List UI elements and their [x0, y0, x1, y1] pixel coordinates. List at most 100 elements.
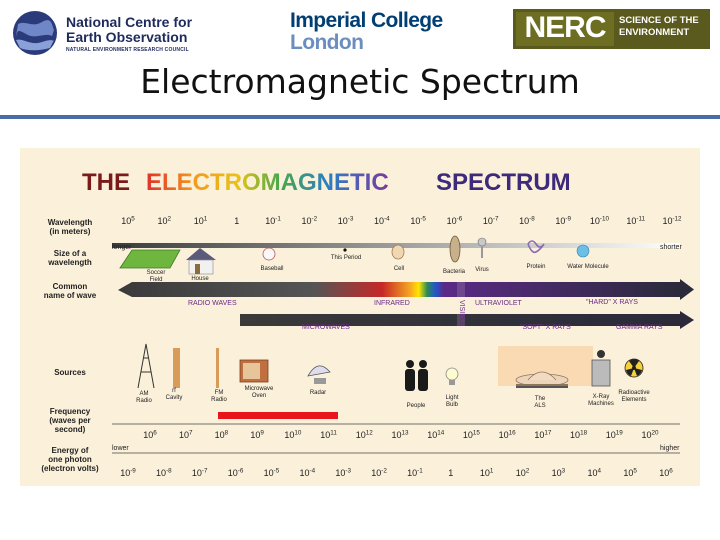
radioactive-icon — [624, 358, 644, 378]
soccer-field-icon — [119, 249, 181, 269]
slide-header: National Centre for Earth Observation NA… — [0, 0, 720, 119]
microwave-oven-icon — [239, 359, 269, 383]
source-item-4: Radar — [310, 390, 326, 396]
frequency-tick-0: 106 — [143, 429, 157, 440]
wavelength-tick-5: 10-2 — [302, 215, 318, 226]
diagram-title-electromagnetic: ELECTROMAGNETIC — [146, 169, 389, 196]
size-row: longer shorter — [112, 235, 682, 275]
frequency-tick-12: 1018 — [570, 429, 588, 440]
wavelength-tick-4: 10-1 — [265, 215, 281, 226]
visible-band — [457, 282, 465, 326]
als-building-icon — [515, 371, 569, 388]
main-band-arrow — [118, 282, 680, 297]
size-item-7: Protein — [526, 264, 545, 270]
size-item-5: Bacteria — [443, 269, 466, 275]
source-item-1: rf Cavity — [166, 388, 183, 401]
label-ultraviolet: ULTRAVIOLET — [475, 300, 523, 307]
energy-tick-6: 10-3 — [335, 467, 351, 478]
size-item-0: Soccer Field — [147, 270, 166, 283]
energy-tick-9: 1 — [448, 468, 453, 478]
frequency-higher-label: higher — [660, 445, 680, 452]
baseball-icon — [262, 247, 276, 261]
row-label-energy: Energy of one photon (electron volts) — [41, 446, 99, 473]
wavelength-tick-2: 101 — [194, 215, 208, 226]
wavelength-tick-1: 102 — [158, 215, 172, 226]
nceo-council-line: NATURAL ENVIRONMENT RESEARCH COUNCIL — [66, 47, 189, 53]
nerc-box — [516, 12, 614, 46]
wavelength-tick-14: 10-11 — [626, 215, 645, 226]
nceo-name-line2: Earth Observation — [66, 29, 188, 45]
period-dot-icon — [343, 248, 347, 252]
rf-cavity-icon — [173, 348, 180, 388]
imperial-line2: London — [290, 31, 364, 54]
energy-tick-8: 10-1 — [407, 467, 423, 478]
frequency-tick-9: 1015 — [463, 429, 481, 440]
frequency-tick-7: 1013 — [391, 429, 409, 440]
frequency-lower-label: lower — [112, 445, 129, 452]
source-item-8: X-Ray Machines — [588, 394, 614, 407]
nerc-tagline: SCIENCE OF THE ENVIRONMENT — [619, 15, 699, 38]
row-labels: Wavelength (in meters) Size of a wavelengt… — [41, 218, 99, 473]
label-gamma-rays: GAMMA RAYS — [616, 324, 663, 331]
energy-tick-14: 105 — [623, 467, 637, 478]
size-item-3: This Period — [331, 255, 361, 261]
nceo-name-line1: National Centre for — [66, 14, 193, 30]
size-shorter-label: shorter — [660, 244, 682, 251]
source-item-6: Light Bulb — [445, 395, 458, 408]
energy-tick-2: 10-7 — [192, 467, 208, 478]
bacteria-icon — [449, 235, 461, 263]
wavelength-tick-12: 10-9 — [555, 215, 571, 226]
spectrum-glow — [498, 346, 593, 386]
frequency-tick-8: 1014 — [427, 429, 445, 440]
wave-name-bands — [118, 279, 694, 329]
imperial-line1: Imperial College — [290, 9, 443, 32]
label-radio-waves: RADIO WAVES — [188, 300, 237, 307]
wavelength-ticks: 105 102 101 1 10-1 10-2 10-3 10-4 10-5 10-6 10-7 10… — [121, 215, 682, 226]
label-soft-xrays: "SOFT" X RAYS — [520, 324, 571, 331]
energy-tick-13: 104 — [588, 467, 602, 478]
wavelength-tick-7: 10-4 — [374, 215, 390, 226]
wavelength-tick-6: 10-3 — [338, 215, 354, 226]
source-item-5: People — [407, 403, 426, 409]
radar-dish-icon — [307, 365, 331, 384]
row-label-sources: Sources — [54, 368, 86, 377]
wavelength-tick-8: 10-5 — [410, 215, 426, 226]
energy-tick-15: 106 — [659, 467, 673, 478]
page-title: Electromagnetic Spectrum — [140, 62, 580, 101]
energy-tick-4: 10-5 — [264, 467, 280, 478]
size-item-labels: Soccer Field House Baseball This Period Cell B… — [147, 255, 610, 283]
frequency-tick-3: 109 — [250, 429, 264, 440]
energy-tick-11: 102 — [516, 467, 530, 478]
frequency-tick-4: 1010 — [284, 429, 302, 440]
diagram-title-the: THE — [82, 169, 130, 196]
frequency-ticks: 106 107 108 109 1010 1011 1012 1013 1014 1015 1016… — [143, 429, 659, 440]
source-item-9: Radioactive Elements — [618, 390, 650, 403]
frequency-tick-11: 1017 — [534, 429, 552, 440]
second-band-arrow — [240, 314, 680, 326]
label-microwaves: MICROWAVES — [302, 324, 350, 331]
frequency-tick-5: 1011 — [320, 429, 337, 440]
label-hard-xrays: "HARD" X RAYS — [586, 299, 638, 306]
frequency-tick-2: 108 — [215, 429, 229, 440]
row-label-frequency: Frequency (waves per second) — [49, 407, 90, 434]
second-band-arrowhead — [680, 311, 694, 329]
nceo-logo: National Centre for Earth Observation NA… — [12, 8, 212, 58]
nerc-logo: NERC SCIENCE OF THE ENVIRONMENT — [513, 9, 710, 49]
size-item-2: Baseball — [260, 266, 283, 272]
cell-icon — [391, 244, 405, 260]
size-longer-label: longer — [112, 244, 132, 251]
size-item-1: House — [191, 276, 209, 282]
frequency-tick-14: 1020 — [641, 429, 659, 440]
imperial-logo: Imperial College London — [290, 10, 443, 54]
source-item-7: The ALS — [534, 396, 546, 409]
energy-ticks: 10-9 10-8 10-7 10-6 10-5 10-4 10-3 10-2 10-1 1 101… — [120, 467, 673, 478]
energy-tick-0: 10-9 — [120, 467, 136, 478]
main-band-arrowhead — [680, 279, 694, 300]
energy-tick-12: 103 — [552, 467, 566, 478]
source-item-2: FM Radio — [211, 390, 227, 403]
wavelength-tick-3: 1 — [234, 216, 239, 226]
sources-row — [137, 343, 644, 391]
am-radio-tower-icon — [137, 343, 155, 389]
globe-icon — [13, 11, 57, 55]
row-label-common-name: Common name of wave — [44, 282, 97, 300]
